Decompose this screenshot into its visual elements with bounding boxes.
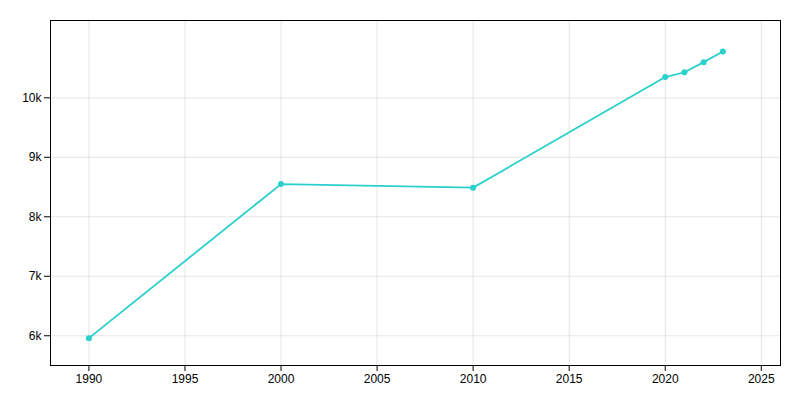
svg-text:2025: 2025 bbox=[748, 372, 775, 386]
svg-text:2010: 2010 bbox=[460, 372, 487, 386]
svg-text:2005: 2005 bbox=[364, 372, 391, 386]
svg-text:2015: 2015 bbox=[556, 372, 583, 386]
svg-text:7k: 7k bbox=[29, 269, 43, 283]
svg-text:8k: 8k bbox=[29, 210, 43, 224]
svg-text:2020: 2020 bbox=[652, 372, 679, 386]
svg-text:1990: 1990 bbox=[76, 372, 103, 386]
svg-text:10k: 10k bbox=[22, 91, 42, 105]
svg-text:9k: 9k bbox=[29, 150, 43, 164]
svg-text:1995: 1995 bbox=[172, 372, 199, 386]
svg-text:6k: 6k bbox=[29, 329, 43, 343]
svg-text:2000: 2000 bbox=[268, 372, 295, 386]
